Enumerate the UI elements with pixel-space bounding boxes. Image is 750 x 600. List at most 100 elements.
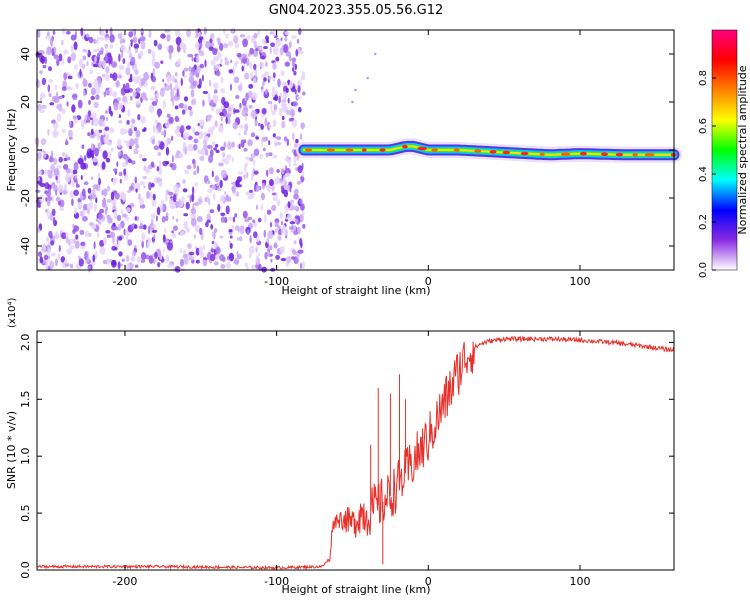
noise-speck — [43, 261, 47, 265]
noise-speck — [47, 169, 51, 174]
noise-speck — [272, 86, 275, 93]
noise-speck — [146, 191, 151, 199]
noise-speck — [197, 198, 203, 205]
noise-speck — [80, 175, 83, 180]
noise-speck — [117, 139, 122, 148]
noise-speck — [272, 133, 276, 138]
noise-speck — [248, 83, 254, 89]
noise-speck — [46, 199, 51, 207]
noise-speck — [37, 103, 42, 111]
noise-speck — [86, 60, 89, 67]
noise-speck — [106, 116, 109, 122]
x-tick-label: 0 — [425, 275, 432, 288]
noise-speck — [94, 250, 98, 260]
snr-x-axis: -200 -100 0 100 — [112, 331, 590, 588]
noise-speck — [139, 181, 145, 186]
noise-speck — [117, 33, 121, 39]
noise-speck — [109, 127, 115, 134]
noise-speck — [229, 235, 233, 239]
noise-speck — [208, 46, 214, 51]
noise-speck — [228, 216, 234, 221]
noise-speck — [195, 247, 200, 256]
noise-speck — [280, 220, 283, 226]
noise-speck — [199, 42, 203, 49]
noise-speck — [261, 179, 267, 184]
noise-speck — [228, 107, 232, 112]
noise-speck — [44, 182, 50, 190]
noise-speck — [179, 152, 183, 159]
noise-speck — [140, 116, 146, 124]
noise-speck — [237, 132, 241, 136]
noise-speck — [106, 199, 112, 203]
noise-speck — [90, 128, 94, 135]
noise-speck — [125, 216, 130, 222]
noise-speck — [214, 175, 220, 183]
noise-speck — [262, 147, 266, 152]
noise-speck — [187, 143, 194, 152]
noise-speck — [284, 165, 288, 172]
noise-speck — [40, 138, 47, 146]
noise-speck — [202, 245, 205, 250]
signal-peak — [601, 152, 608, 156]
noise-speck — [117, 102, 124, 111]
noise-speck — [207, 92, 211, 101]
noise-speck — [39, 70, 43, 74]
noise-speck — [130, 40, 133, 47]
noise-speck — [134, 48, 139, 53]
noise-speck — [199, 119, 205, 127]
noise-speck — [82, 188, 86, 197]
noise-speck — [184, 104, 188, 111]
noise-speck — [255, 246, 258, 253]
noise-speck — [127, 49, 132, 54]
colorbar-tick-label: 0.4 — [698, 166, 709, 182]
noise-speck — [137, 114, 141, 121]
noise-speck — [93, 101, 99, 109]
noise-speck — [191, 98, 197, 106]
noise-speck — [159, 160, 162, 169]
noise-speck — [296, 38, 300, 44]
noise-speck — [140, 259, 146, 263]
noise-speck — [160, 33, 166, 39]
noise-speck — [99, 239, 105, 248]
noise-speck — [271, 92, 276, 98]
noise-speck — [99, 36, 104, 41]
noise-speck — [82, 63, 86, 70]
noise-speck — [78, 258, 85, 267]
noise-speck — [232, 67, 235, 76]
noise-speck — [234, 42, 240, 49]
noise-speck — [73, 225, 80, 232]
noise-speck — [62, 80, 67, 88]
noise-speck — [106, 185, 111, 192]
noise-speck — [91, 119, 95, 126]
noise-speck — [292, 249, 297, 256]
outlier-points — [351, 52, 377, 104]
noise-speck — [109, 44, 114, 49]
noise-speck — [228, 252, 235, 262]
noise-speck — [272, 62, 277, 70]
noise-speck — [227, 41, 234, 47]
noise-speck — [61, 232, 67, 240]
noise-speck — [166, 46, 170, 51]
noise-speck — [254, 183, 257, 192]
noise-speck — [225, 116, 228, 125]
noise-speck — [192, 144, 198, 151]
noise-speck — [285, 87, 289, 94]
noise-speck — [65, 168, 71, 174]
noise-speck — [210, 59, 216, 66]
noise-speck — [102, 59, 106, 69]
colorbar-bar — [711, 29, 738, 271]
noise-speck — [56, 58, 60, 67]
noise-speck — [173, 97, 180, 102]
noise-speck — [71, 198, 74, 206]
noise-speck — [248, 189, 253, 193]
noise-speck — [259, 46, 263, 51]
noise-speck — [101, 161, 106, 170]
noise-speck — [150, 97, 156, 101]
noise-speck — [198, 246, 203, 256]
noise-speck — [102, 120, 106, 128]
noise-speck — [51, 195, 54, 203]
noise-speck — [131, 252, 134, 261]
noise-speck — [181, 196, 185, 204]
noise-speck — [118, 65, 125, 70]
noise-speck — [83, 89, 86, 97]
